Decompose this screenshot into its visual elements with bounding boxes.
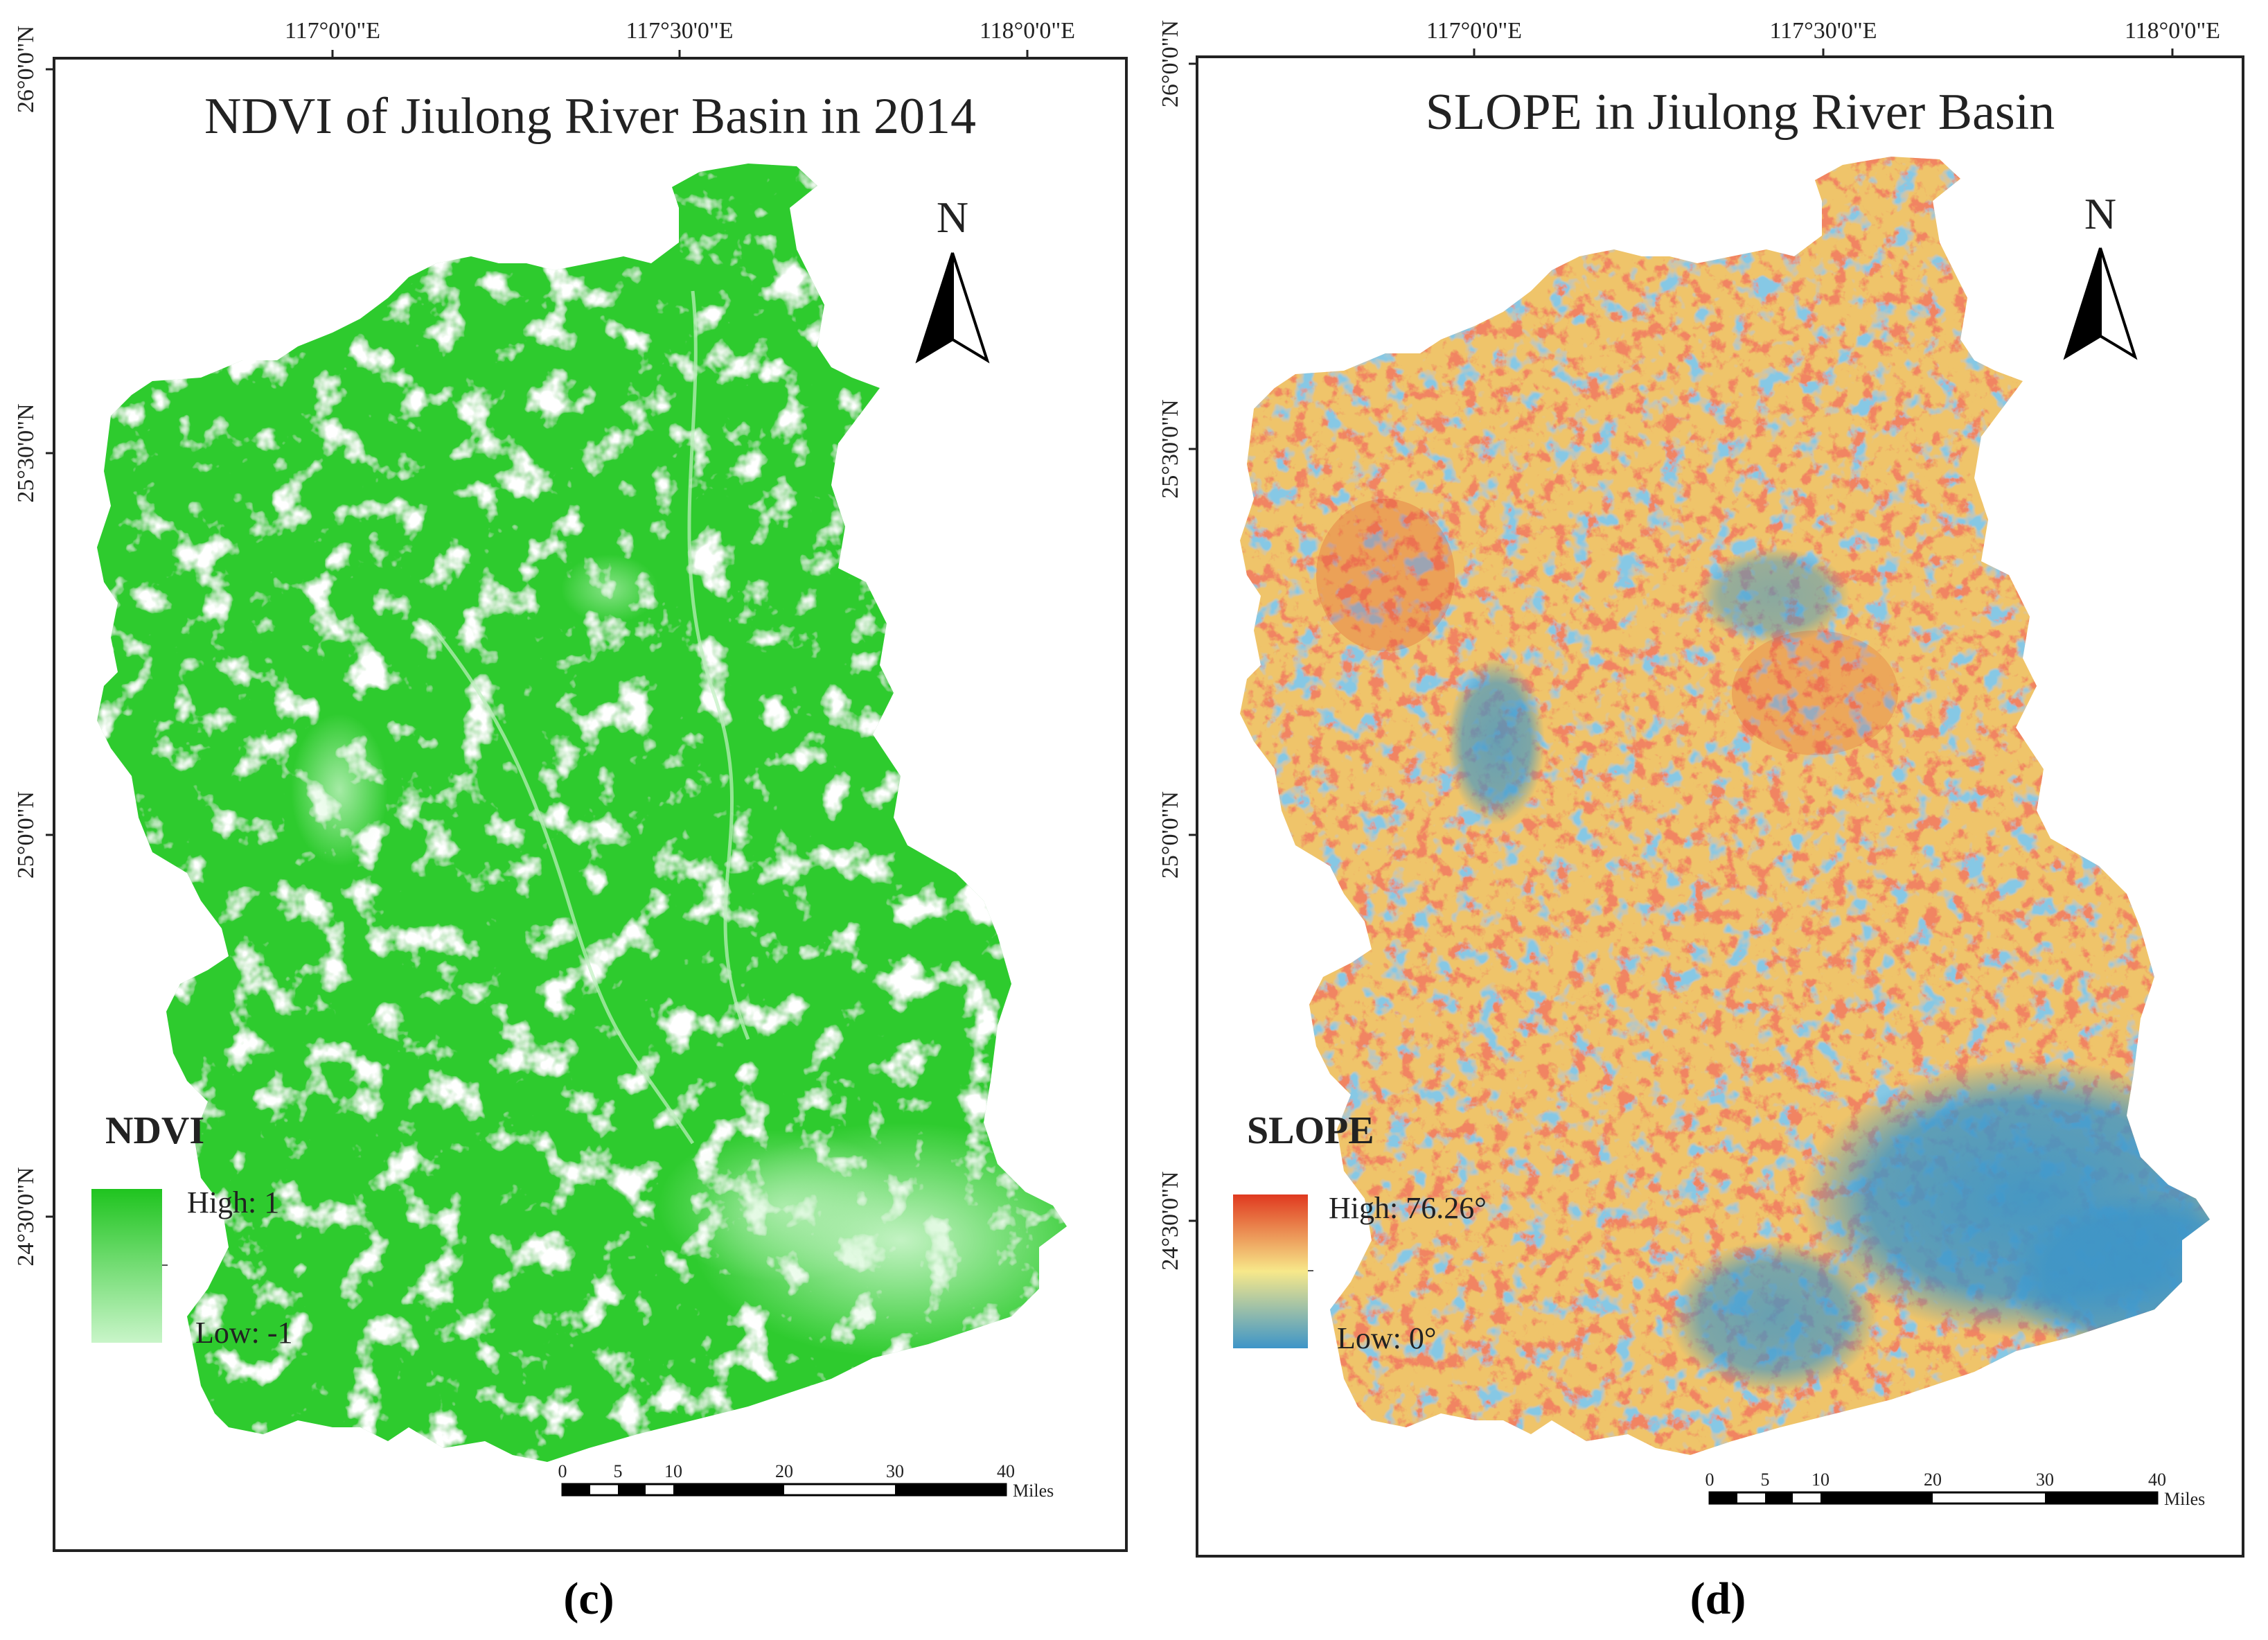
caption-c: (c) [563, 1573, 614, 1624]
y-tick-label: 25°0'0"N [1158, 791, 1183, 879]
scale-tick: 10 [1811, 1470, 1830, 1490]
x-ticks-slope: 117°0'0"E 117°30'0"E 118°0'0"E [1426, 18, 2220, 57]
y-ticks-ndvi: 26°0'0"N 25°30'0"N 25°0'0"N 24°30'0"N [13, 26, 54, 1267]
legend-low-label: Low: -1 [195, 1316, 293, 1350]
basin-map-ndvi [97, 164, 1067, 1462]
scale-tick: 0 [1706, 1470, 1715, 1490]
legend-slope: SLOPE High: 76.26° Low: 0° [1233, 1109, 1487, 1355]
north-arrow-slope: N [2063, 189, 2138, 360]
x-tick-label: 117°0'0"E [1426, 18, 1522, 44]
legend-low-label: Low: 0° [1337, 1321, 1436, 1355]
y-tick-label: 26°0'0"N [1158, 20, 1183, 107]
scale-bar-ndvi: 0 5 10 20 30 40 Miles [558, 1461, 1054, 1501]
panel-slope: 117°0'0"E 117°30'0"E 118°0'0"E 26°0'0"N … [1158, 18, 2244, 1558]
north-label: N [2084, 189, 2116, 238]
x-tick-label: 118°0'0"E [980, 18, 1075, 44]
caption-d: (d) [1690, 1573, 1746, 1624]
legend-ramp [91, 1189, 162, 1343]
y-tick-label: 25°30'0"N [1158, 399, 1183, 498]
scale-tick: 30 [886, 1461, 904, 1481]
scale-tick: 40 [997, 1461, 1015, 1481]
x-ticks-ndvi: 117°0'0"E 117°30'0"E 118°0'0"E [285, 18, 1075, 58]
y-tick-label: 24°30'0"N [13, 1167, 39, 1266]
x-tick-label: 117°30'0"E [626, 18, 733, 44]
panel-ndvi: 117°0'0"E 117°30'0"E 118°0'0"E 26°0'0"N … [13, 18, 1128, 1552]
legend-ramp [1233, 1194, 1308, 1348]
north-arrow-ndvi: N [915, 193, 990, 364]
scale-tick: 10 [664, 1461, 682, 1481]
scale-tick: 40 [2148, 1470, 2166, 1490]
y-tick-label: 24°30'0"N [1158, 1171, 1183, 1270]
scale-tick: 5 [614, 1461, 623, 1481]
y-tick-label: 25°0'0"N [13, 791, 39, 879]
legend-high-label: High: 1 [187, 1185, 279, 1219]
scale-tick: 0 [558, 1461, 567, 1481]
scale-unit: Miles [2164, 1489, 2205, 1509]
scale-tick: 5 [1761, 1470, 1770, 1490]
y-tick-label: 25°30'0"N [13, 403, 39, 502]
legend-high-label: High: 76.26° [1329, 1191, 1487, 1225]
x-tick-label: 117°30'0"E [1769, 18, 1877, 44]
y-ticks-slope: 26°0'0"N 25°30'0"N 25°0'0"N 24°30'0"N [1158, 20, 1197, 1271]
scale-tick: 20 [775, 1461, 793, 1481]
legend-title: SLOPE [1247, 1109, 1374, 1152]
x-tick-label: 117°0'0"E [285, 18, 380, 44]
map-title-slope: SLOPE in Jiulong River Basin [1426, 84, 2055, 141]
scale-unit: Miles [1013, 1481, 1054, 1501]
map-title-ndvi: NDVI of Jiulong River Basin in 2014 [204, 88, 976, 145]
north-label: N [937, 193, 968, 242]
legend-ndvi: NDVI High: 1 Low: -1 [91, 1109, 293, 1350]
x-tick-label: 118°0'0"E [2125, 18, 2220, 44]
y-tick-label: 26°0'0"N [13, 26, 39, 113]
scale-tick: 30 [2036, 1470, 2054, 1490]
scale-bar-slope: 0 5 10 20 30 40 Miles [1706, 1470, 2206, 1509]
scale-tick: 20 [1924, 1470, 1942, 1490]
legend-title: NDVI [105, 1109, 204, 1152]
